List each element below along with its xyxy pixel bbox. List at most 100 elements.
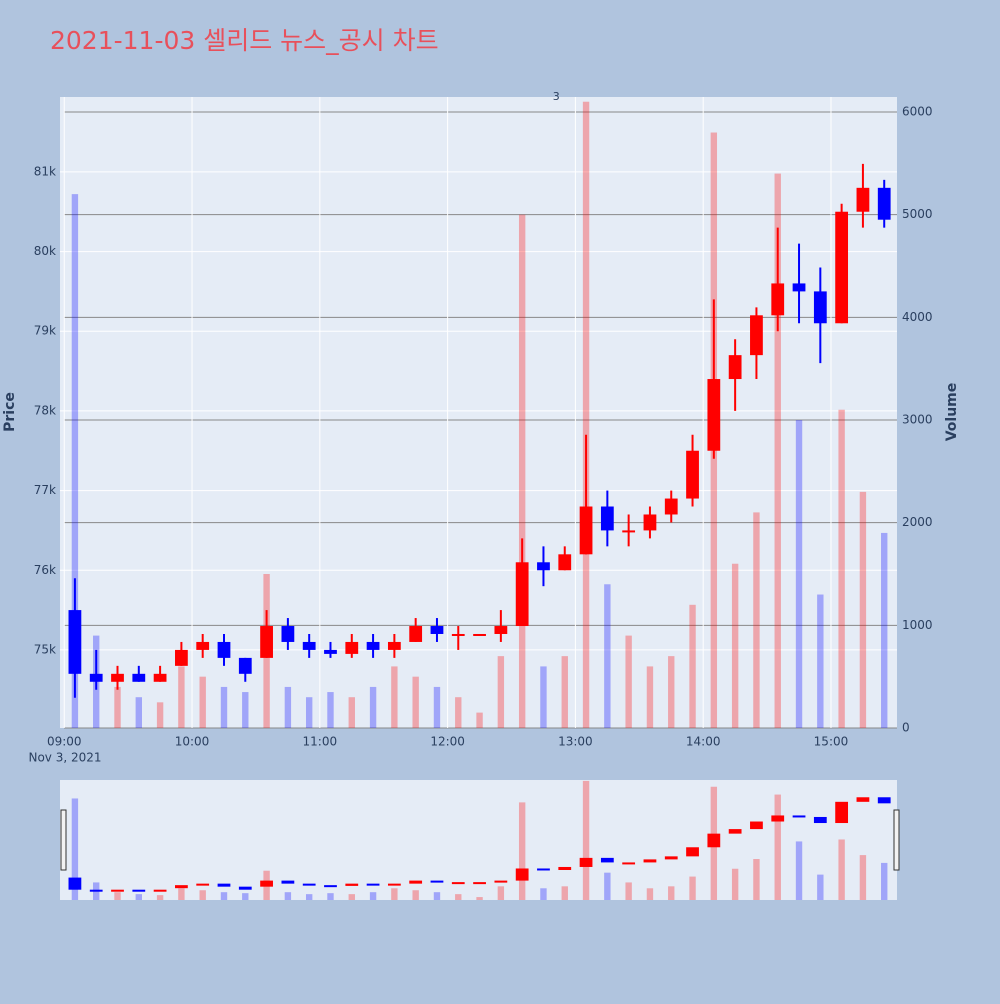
volume-bar xyxy=(646,666,654,728)
y-tick-label: 78k xyxy=(34,403,56,417)
candle-body xyxy=(877,187,891,220)
slider-volume-bar xyxy=(114,892,121,900)
volume-bar xyxy=(881,532,888,728)
volume-bar xyxy=(540,666,547,728)
volume-bar xyxy=(795,419,803,728)
y2-tick-label: 1000 xyxy=(902,618,933,632)
slider-candle-body xyxy=(153,889,167,892)
slider-candle-body xyxy=(643,859,657,863)
slider-candle-body xyxy=(813,816,827,824)
slider-candle-body xyxy=(707,833,721,848)
slider-volume-bar xyxy=(582,780,590,900)
slider-volume-bar xyxy=(774,794,781,900)
volume-bar xyxy=(369,686,377,728)
volume-bar xyxy=(348,697,355,728)
candle-body xyxy=(856,187,870,212)
slider-candle-body xyxy=(494,880,508,883)
slider-handle-left[interactable] xyxy=(60,809,67,871)
slider-candle-body xyxy=(281,880,295,884)
slider-candle-body xyxy=(473,882,486,885)
volume-bar xyxy=(114,686,121,728)
volume-bar xyxy=(476,712,483,728)
volume-bar xyxy=(518,214,526,729)
slider-candle-body xyxy=(792,815,806,818)
candle-body xyxy=(430,626,444,634)
y-tick-label: 80k xyxy=(34,244,56,258)
y2-tick-label: 3000 xyxy=(902,412,933,426)
candle-body xyxy=(451,633,465,636)
volume-bar xyxy=(220,686,228,728)
candle-body xyxy=(132,673,146,682)
candle-body xyxy=(153,673,167,682)
slider-volume-bar xyxy=(220,892,228,900)
slider-volume-bar xyxy=(433,892,441,900)
candle-body xyxy=(771,283,785,316)
range-slider[interactable] xyxy=(60,780,897,900)
volume-bar xyxy=(305,697,313,728)
slider-candle-body xyxy=(686,847,699,857)
slider-volume-bar xyxy=(561,886,568,900)
slider-candle-body xyxy=(324,885,337,888)
candle-body xyxy=(792,283,806,292)
candle-body xyxy=(707,379,721,451)
slider-candle-body xyxy=(622,862,636,865)
y-tick-label: 77k xyxy=(34,483,56,497)
volume-bar xyxy=(838,409,845,728)
candle-body xyxy=(409,626,423,642)
volume-bar xyxy=(156,702,164,728)
y2-axis-title: Volume xyxy=(944,383,960,442)
slider-candle-body xyxy=(196,883,210,886)
slider-volume-bar xyxy=(646,888,654,900)
candle-body xyxy=(111,673,124,682)
slider-handle-right[interactable] xyxy=(893,809,900,871)
volume-bar xyxy=(817,594,824,728)
x-tick-label: 09:00 xyxy=(47,735,82,749)
plot-area xyxy=(60,97,897,728)
candle-body xyxy=(686,450,699,499)
volume-bar xyxy=(561,656,568,728)
candle-body xyxy=(835,211,849,324)
slider-volume-bar xyxy=(625,882,632,900)
candle-body xyxy=(558,554,572,571)
slider-candle-body xyxy=(664,856,678,860)
slider-candle-body xyxy=(835,801,849,824)
volume-bar xyxy=(433,686,441,728)
volume-bar xyxy=(604,584,611,728)
candle-body xyxy=(281,626,295,642)
volume-bar xyxy=(178,666,185,728)
candle-body xyxy=(813,291,827,324)
candle-body xyxy=(579,506,593,555)
slider-candle-body xyxy=(451,882,465,885)
y-tick-label: 76k xyxy=(34,563,56,577)
slider-volume-bar xyxy=(540,888,547,900)
slider-volume-bar xyxy=(135,894,142,900)
slider-candle-body xyxy=(409,880,423,884)
candle-body xyxy=(196,641,210,650)
candle-body xyxy=(494,626,508,634)
volume-bar xyxy=(668,656,675,728)
slider-volume-bar xyxy=(348,894,355,900)
candle-body xyxy=(387,641,401,650)
slider-volume-bar xyxy=(369,892,377,900)
volume-bar xyxy=(455,697,462,728)
slider-volume-bar xyxy=(412,890,419,900)
x-tick-label: 15:00 xyxy=(814,735,849,749)
y-tick-label: 79k xyxy=(34,324,56,338)
y-tick-label: 75k xyxy=(34,642,56,656)
candle-body xyxy=(537,562,550,571)
slider-volume-bar xyxy=(604,872,611,900)
candle-body xyxy=(260,626,273,658)
annotation: 3 xyxy=(553,90,560,103)
slider-candle-body xyxy=(302,883,316,886)
y-axis-title: Price xyxy=(2,392,18,432)
slider-volume-bar xyxy=(881,862,888,900)
volume-bar xyxy=(284,686,292,728)
volume-bar xyxy=(753,512,760,728)
slider-volume-bar xyxy=(731,868,739,900)
candle-body xyxy=(238,657,252,674)
slider-volume-bar xyxy=(795,841,803,900)
slider-volume-bar xyxy=(156,895,164,900)
slider-candle-body xyxy=(856,797,870,802)
slider-volume-bar xyxy=(476,897,483,900)
